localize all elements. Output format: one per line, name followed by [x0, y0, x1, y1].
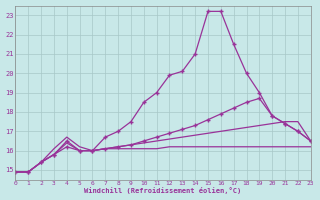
X-axis label: Windchill (Refroidissement éolien,°C): Windchill (Refroidissement éolien,°C)	[84, 187, 242, 194]
